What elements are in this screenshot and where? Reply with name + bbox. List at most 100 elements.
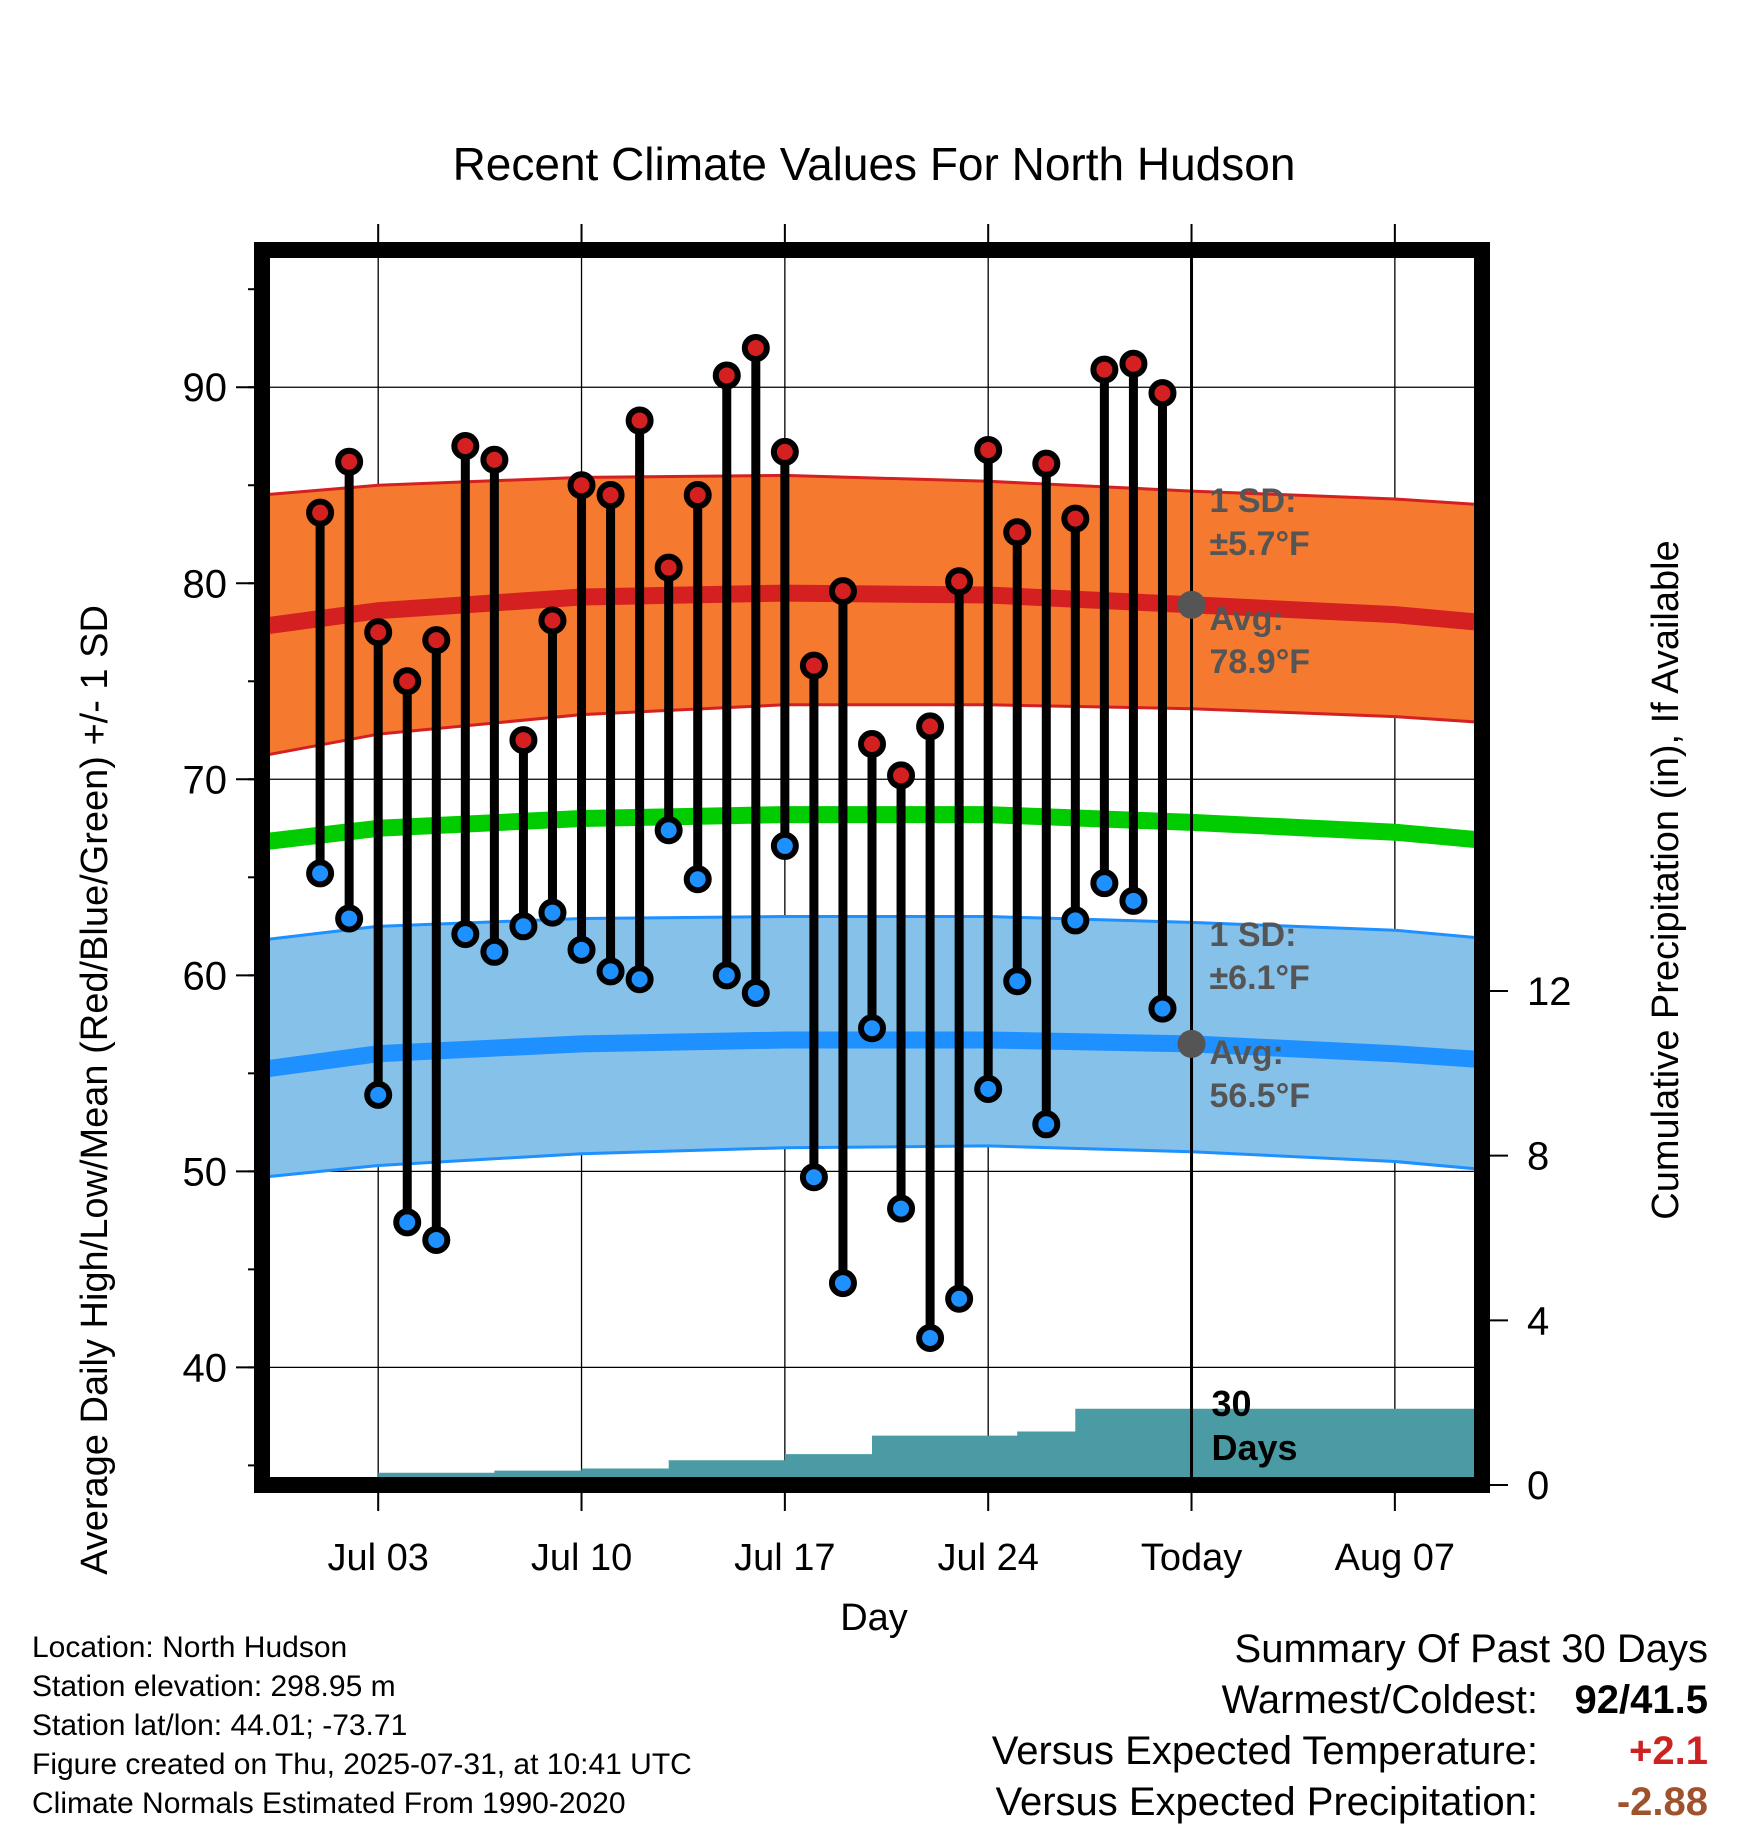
low-point <box>1090 869 1119 898</box>
high-point <box>1003 518 1032 547</box>
x-tick-label: Today <box>1141 1537 1242 1579</box>
low-point <box>741 978 770 1007</box>
y-axis-label: Average Daily High/Low/Mean (Red/Blue/Gr… <box>74 605 116 1575</box>
temp-label: Versus Expected Temperature: <box>991 1729 1538 1773</box>
station-info: Location: North Hudson Station elevation… <box>32 1628 692 1823</box>
low-point <box>393 1208 422 1237</box>
high-point <box>480 445 509 474</box>
y-tick-label: 80 <box>183 562 228 606</box>
y-tick-label: 90 <box>183 366 228 410</box>
low-point <box>422 1225 451 1254</box>
low-point <box>1003 967 1032 996</box>
high-point <box>538 606 567 635</box>
high-point <box>770 437 799 466</box>
daily-values <box>306 334 1177 1352</box>
low-point <box>1148 994 1177 1023</box>
y-tick-label: 50 <box>183 1150 228 1194</box>
low-sd-band-upper-edge <box>261 915 1483 942</box>
low-point <box>625 965 654 994</box>
precipitation-area <box>262 1408 1482 1485</box>
high-sd-band <box>262 475 1482 756</box>
low-point <box>306 859 335 888</box>
y-tick-label: 40 <box>183 1346 228 1390</box>
low-point <box>509 912 538 941</box>
x-tick-label: Jul 24 <box>937 1537 1038 1579</box>
low-point <box>945 1284 974 1313</box>
high-point <box>858 730 886 758</box>
low-point <box>654 816 683 845</box>
high-sd-band-upper-edge <box>261 473 1483 507</box>
high-point <box>335 447 364 476</box>
low-point <box>567 935 596 964</box>
high-point <box>1061 504 1090 533</box>
temp-value: +2.1 <box>1629 1729 1708 1773</box>
summary-panel: Summary Of Past 30 Days Warmest/Coldest:… <box>992 1624 1708 1828</box>
high-point <box>509 726 538 755</box>
low-point <box>683 865 712 894</box>
y2-tick-label: 0 <box>1527 1464 1549 1508</box>
high-point <box>1032 449 1061 478</box>
x-axis-label: Day <box>840 1597 908 1639</box>
low-point <box>916 1323 945 1352</box>
precip-label: Versus Expected Precipitation: <box>995 1780 1538 1824</box>
mean-avg-line <box>261 806 1483 851</box>
high-point <box>654 553 683 582</box>
low-point <box>1061 906 1090 935</box>
chart-title: Recent Climate Values For North Hudson <box>453 138 1296 190</box>
normal-bands <box>260 473 1483 1179</box>
days-label: Days <box>1212 1427 1298 1468</box>
low-point <box>538 898 567 927</box>
high-avg-value: 78.9°F <box>1210 643 1311 681</box>
high-point <box>741 334 770 363</box>
annotations: 1 SD: ±5.7°F Avg: 78.9°F 1 SD: ±6.1°F Avg: 56.5… <box>1177 482 1311 1468</box>
low-point <box>596 957 625 986</box>
high-point <box>945 567 974 596</box>
warmest-label: Warmest/Coldest: <box>1221 1678 1538 1722</box>
low-point <box>858 1014 886 1043</box>
low-sd-label: 1 SD: <box>1210 916 1297 954</box>
high-point <box>451 432 480 461</box>
summary-temp-row: Versus Expected Temperature: +2.1 <box>992 1726 1708 1777</box>
high-sd-value: ±5.7°F <box>1210 525 1310 563</box>
normals-text: Climate Normals Estimated From 1990-2020 <box>32 1787 626 1820</box>
elevation-text: Station elevation: 298.95 m <box>32 1670 396 1703</box>
plot-frame <box>254 242 1490 1493</box>
high-point <box>916 712 945 741</box>
high-point <box>1148 379 1177 408</box>
axes: 40 50 60 70 80 90 0 4 8 12 Jul 03 Jul 10 Jul 17 Jul 2… <box>183 224 1572 1579</box>
low-point <box>451 920 480 949</box>
x-tick-label: Jul 03 <box>327 1537 428 1579</box>
high-point <box>596 481 625 510</box>
low-point <box>1032 1110 1061 1139</box>
low-point <box>364 1080 393 1109</box>
high-point <box>887 761 916 790</box>
x-tick-label: Jul 10 <box>531 1537 632 1579</box>
low-point <box>887 1194 916 1223</box>
low-point <box>480 937 509 966</box>
created-text: Figure created on Thu, 2025-07-31, at 10… <box>32 1748 692 1781</box>
y2-tick-label: 12 <box>1527 970 1572 1014</box>
high-sd-band-lower-edge <box>261 703 1483 758</box>
high-point <box>393 667 422 696</box>
low-sd-value: ±6.1°F <box>1210 959 1310 997</box>
high-point <box>1119 349 1148 378</box>
summary-title: Summary Of Past 30 Days <box>1234 1627 1708 1671</box>
summary-precip-row: Versus Expected Precipitation: -2.88 <box>992 1777 1708 1828</box>
high-point <box>567 471 596 500</box>
high-point <box>683 481 712 510</box>
high-point <box>1090 355 1119 384</box>
low-avg-marker <box>1177 1029 1206 1058</box>
y2-tick-label: 8 <box>1527 1135 1549 1179</box>
location-text: Location: North Hudson <box>32 1631 348 1664</box>
high-sd-label: 1 SD: <box>1210 482 1297 520</box>
high-point <box>974 435 1003 464</box>
precip-value: -2.88 <box>1616 1780 1708 1824</box>
x-tick-label: Jul 17 <box>734 1537 835 1579</box>
x-tick-label: Aug 07 <box>1335 1537 1455 1579</box>
y2-axis-label: Cumulative Precipitation (in), If Availa… <box>1645 540 1687 1219</box>
high-avg-marker <box>1177 590 1206 619</box>
precip-area <box>262 1408 1482 1485</box>
latlon-text: Station lat/lon: 44.01; -73.71 <box>32 1709 408 1742</box>
low-point <box>335 904 364 933</box>
